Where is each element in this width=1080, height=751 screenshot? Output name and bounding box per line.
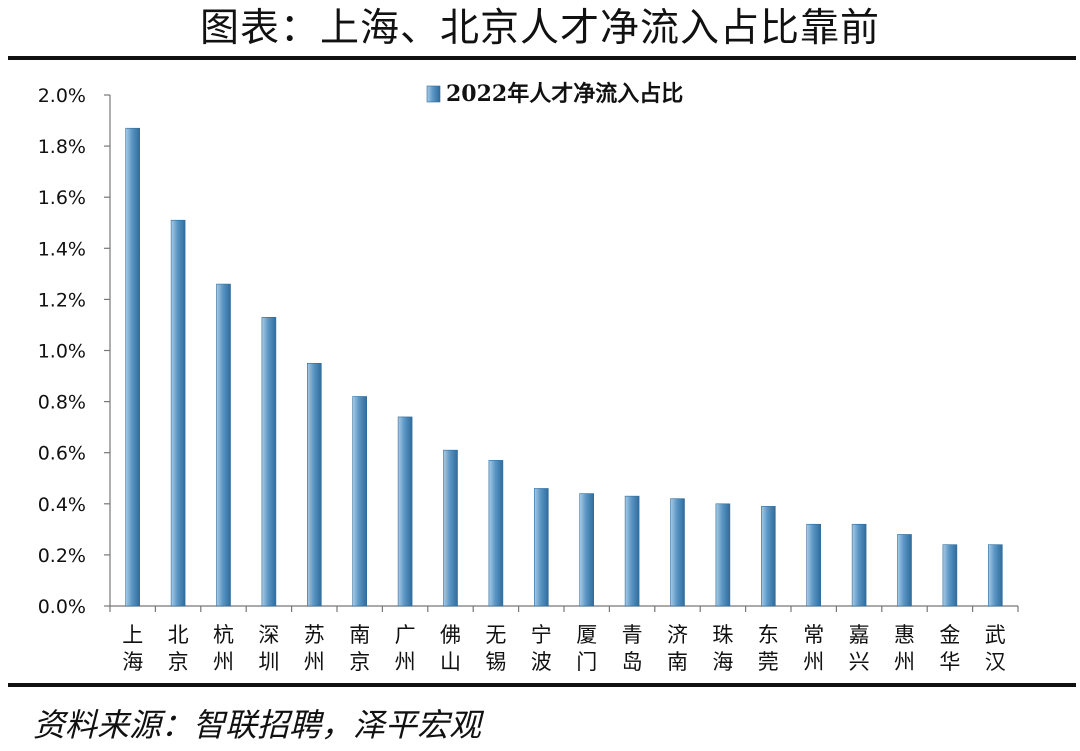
bar-深圳 (261, 316, 277, 607)
y-tick-label: 0.4% (38, 494, 86, 516)
y-tick-label: 1.4% (38, 238, 86, 260)
x-tick-label: 无锡 (485, 623, 506, 674)
bar-金华 (942, 544, 958, 607)
x-tick-label: 佛山 (440, 623, 461, 674)
bar-chart: 0.0% 0.2% 0.4% 0.6% 0.8% 1.0% 1.2% 1.4% 1.6% 1.8%… (38, 81, 1019, 674)
source-note: 资料来源：智联招聘，泽平宏观 (33, 706, 482, 744)
y-tick-label: 0.8% (38, 392, 86, 414)
y-tick-label: 2.0% (38, 85, 86, 107)
legend-label: 2022年人才净流入占比 (446, 81, 683, 107)
y-tick-label: 1.8% (38, 136, 86, 158)
bar-济南 (670, 498, 685, 607)
x-tick-label: 苏州 (304, 623, 325, 674)
bars (125, 127, 1003, 607)
bar-上海 (125, 127, 140, 607)
bar-无锡 (488, 460, 504, 607)
x-tick-label: 广州 (395, 623, 416, 674)
bar-北京 (170, 219, 186, 607)
x-tick-label: 厦门 (576, 623, 597, 674)
legend: 2022年人才净流入占比 (426, 81, 683, 107)
x-tick-label: 北京 (168, 623, 189, 674)
y-tick-label: 1.6% (38, 187, 86, 209)
x-tick-label: 南京 (349, 623, 370, 674)
bar-武汉 (987, 544, 1003, 607)
y-tick-label: 0.2% (38, 545, 86, 567)
x-tick-label: 济南 (667, 623, 688, 674)
bar-东莞 (760, 506, 776, 607)
bar-嘉兴 (851, 523, 867, 607)
bar-广州 (397, 416, 413, 607)
y-tick-label: 0.0% (38, 596, 86, 618)
chart-title: 图表：上海、北京人才净流入占比靠前 (199, 6, 880, 51)
y-tick-label: 0.6% (38, 443, 86, 465)
y-tick-label: 1.2% (38, 289, 86, 311)
y-axis-ticks: 0.0% 0.2% 0.4% 0.6% 0.8% 1.0% 1.2% 1.4% 1.6% 1.8%… (38, 85, 110, 618)
y-tick-label: 1.0% (38, 341, 86, 363)
bar-杭州 (216, 283, 231, 607)
x-tick-label: 宁波 (531, 623, 552, 674)
bar-珠海 (715, 503, 731, 607)
bar-苏州 (306, 362, 322, 607)
bar-厦门 (579, 493, 595, 607)
x-tick-label: 金华 (939, 623, 960, 674)
bottom-rule (8, 683, 1076, 687)
axes (109, 95, 1019, 612)
x-tick-label: 上海 (122, 623, 143, 674)
bar-宁波 (533, 488, 549, 607)
x-tick-label: 珠海 (712, 623, 733, 674)
x-tick-label: 东莞 (758, 623, 779, 674)
bar-佛山 (443, 449, 458, 607)
x-tick-label: 常州 (803, 623, 824, 674)
legend-swatch (426, 85, 441, 103)
x-tick-label: 惠州 (894, 623, 915, 674)
bar-惠州 (897, 534, 912, 607)
x-tick-label: 深圳 (258, 623, 279, 674)
bar-青岛 (624, 495, 640, 607)
bar-南京 (352, 396, 368, 607)
x-tick-label: 嘉兴 (849, 623, 870, 674)
x-tick-label: 青岛 (622, 623, 643, 674)
bar-常州 (806, 523, 822, 607)
top-rule (8, 56, 1076, 60)
x-tick-label: 杭州 (213, 623, 234, 674)
x-tick-label: 武汉 (985, 623, 1006, 674)
